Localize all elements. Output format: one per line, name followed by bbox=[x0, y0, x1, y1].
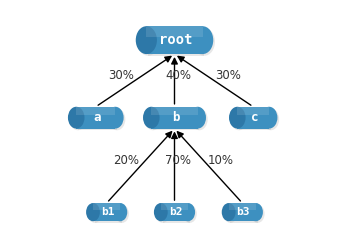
Text: root: root bbox=[159, 33, 193, 47]
Polygon shape bbox=[230, 205, 258, 223]
Ellipse shape bbox=[88, 205, 102, 223]
Polygon shape bbox=[163, 205, 190, 223]
Polygon shape bbox=[237, 107, 269, 115]
Polygon shape bbox=[95, 205, 122, 223]
Ellipse shape bbox=[251, 205, 265, 223]
Polygon shape bbox=[76, 107, 116, 129]
Polygon shape bbox=[151, 107, 198, 129]
Ellipse shape bbox=[154, 203, 168, 221]
Polygon shape bbox=[146, 26, 203, 37]
Ellipse shape bbox=[136, 26, 157, 54]
Ellipse shape bbox=[69, 109, 86, 130]
Text: b: b bbox=[172, 111, 179, 124]
Ellipse shape bbox=[192, 26, 213, 54]
Polygon shape bbox=[153, 109, 199, 130]
Polygon shape bbox=[146, 26, 203, 54]
Ellipse shape bbox=[68, 107, 84, 129]
Ellipse shape bbox=[183, 205, 197, 223]
Polygon shape bbox=[229, 203, 256, 221]
Ellipse shape bbox=[222, 203, 236, 221]
Ellipse shape bbox=[231, 109, 247, 130]
Polygon shape bbox=[93, 203, 120, 221]
Polygon shape bbox=[161, 203, 188, 210]
Polygon shape bbox=[239, 109, 271, 130]
Ellipse shape bbox=[107, 107, 124, 129]
Text: 70%: 70% bbox=[165, 154, 191, 167]
Text: 30%: 30% bbox=[215, 69, 241, 82]
Text: c: c bbox=[251, 111, 258, 124]
Text: b1: b1 bbox=[101, 207, 114, 217]
Polygon shape bbox=[148, 28, 205, 56]
Ellipse shape bbox=[113, 203, 127, 221]
Ellipse shape bbox=[191, 109, 208, 130]
Ellipse shape bbox=[194, 28, 215, 56]
Polygon shape bbox=[76, 107, 116, 115]
Polygon shape bbox=[93, 203, 120, 210]
Ellipse shape bbox=[86, 203, 100, 221]
Ellipse shape bbox=[109, 109, 125, 130]
Ellipse shape bbox=[138, 28, 158, 56]
Ellipse shape bbox=[261, 107, 277, 129]
Ellipse shape bbox=[181, 203, 195, 221]
Text: 30%: 30% bbox=[108, 69, 134, 82]
Text: 20%: 20% bbox=[113, 154, 139, 167]
Ellipse shape bbox=[223, 205, 237, 223]
Ellipse shape bbox=[115, 205, 129, 223]
Ellipse shape bbox=[156, 205, 169, 223]
Polygon shape bbox=[237, 107, 269, 129]
Text: b3: b3 bbox=[237, 207, 250, 217]
Text: b2: b2 bbox=[169, 207, 182, 217]
Ellipse shape bbox=[190, 107, 206, 129]
Ellipse shape bbox=[229, 107, 246, 129]
Text: 40%: 40% bbox=[165, 69, 191, 82]
Polygon shape bbox=[78, 109, 117, 130]
Polygon shape bbox=[229, 203, 256, 210]
Text: 10%: 10% bbox=[208, 154, 233, 167]
Ellipse shape bbox=[145, 109, 161, 130]
Ellipse shape bbox=[249, 203, 263, 221]
Ellipse shape bbox=[143, 107, 159, 129]
Ellipse shape bbox=[262, 109, 279, 130]
Polygon shape bbox=[151, 107, 198, 115]
Text: a: a bbox=[93, 111, 101, 124]
Polygon shape bbox=[161, 203, 188, 221]
